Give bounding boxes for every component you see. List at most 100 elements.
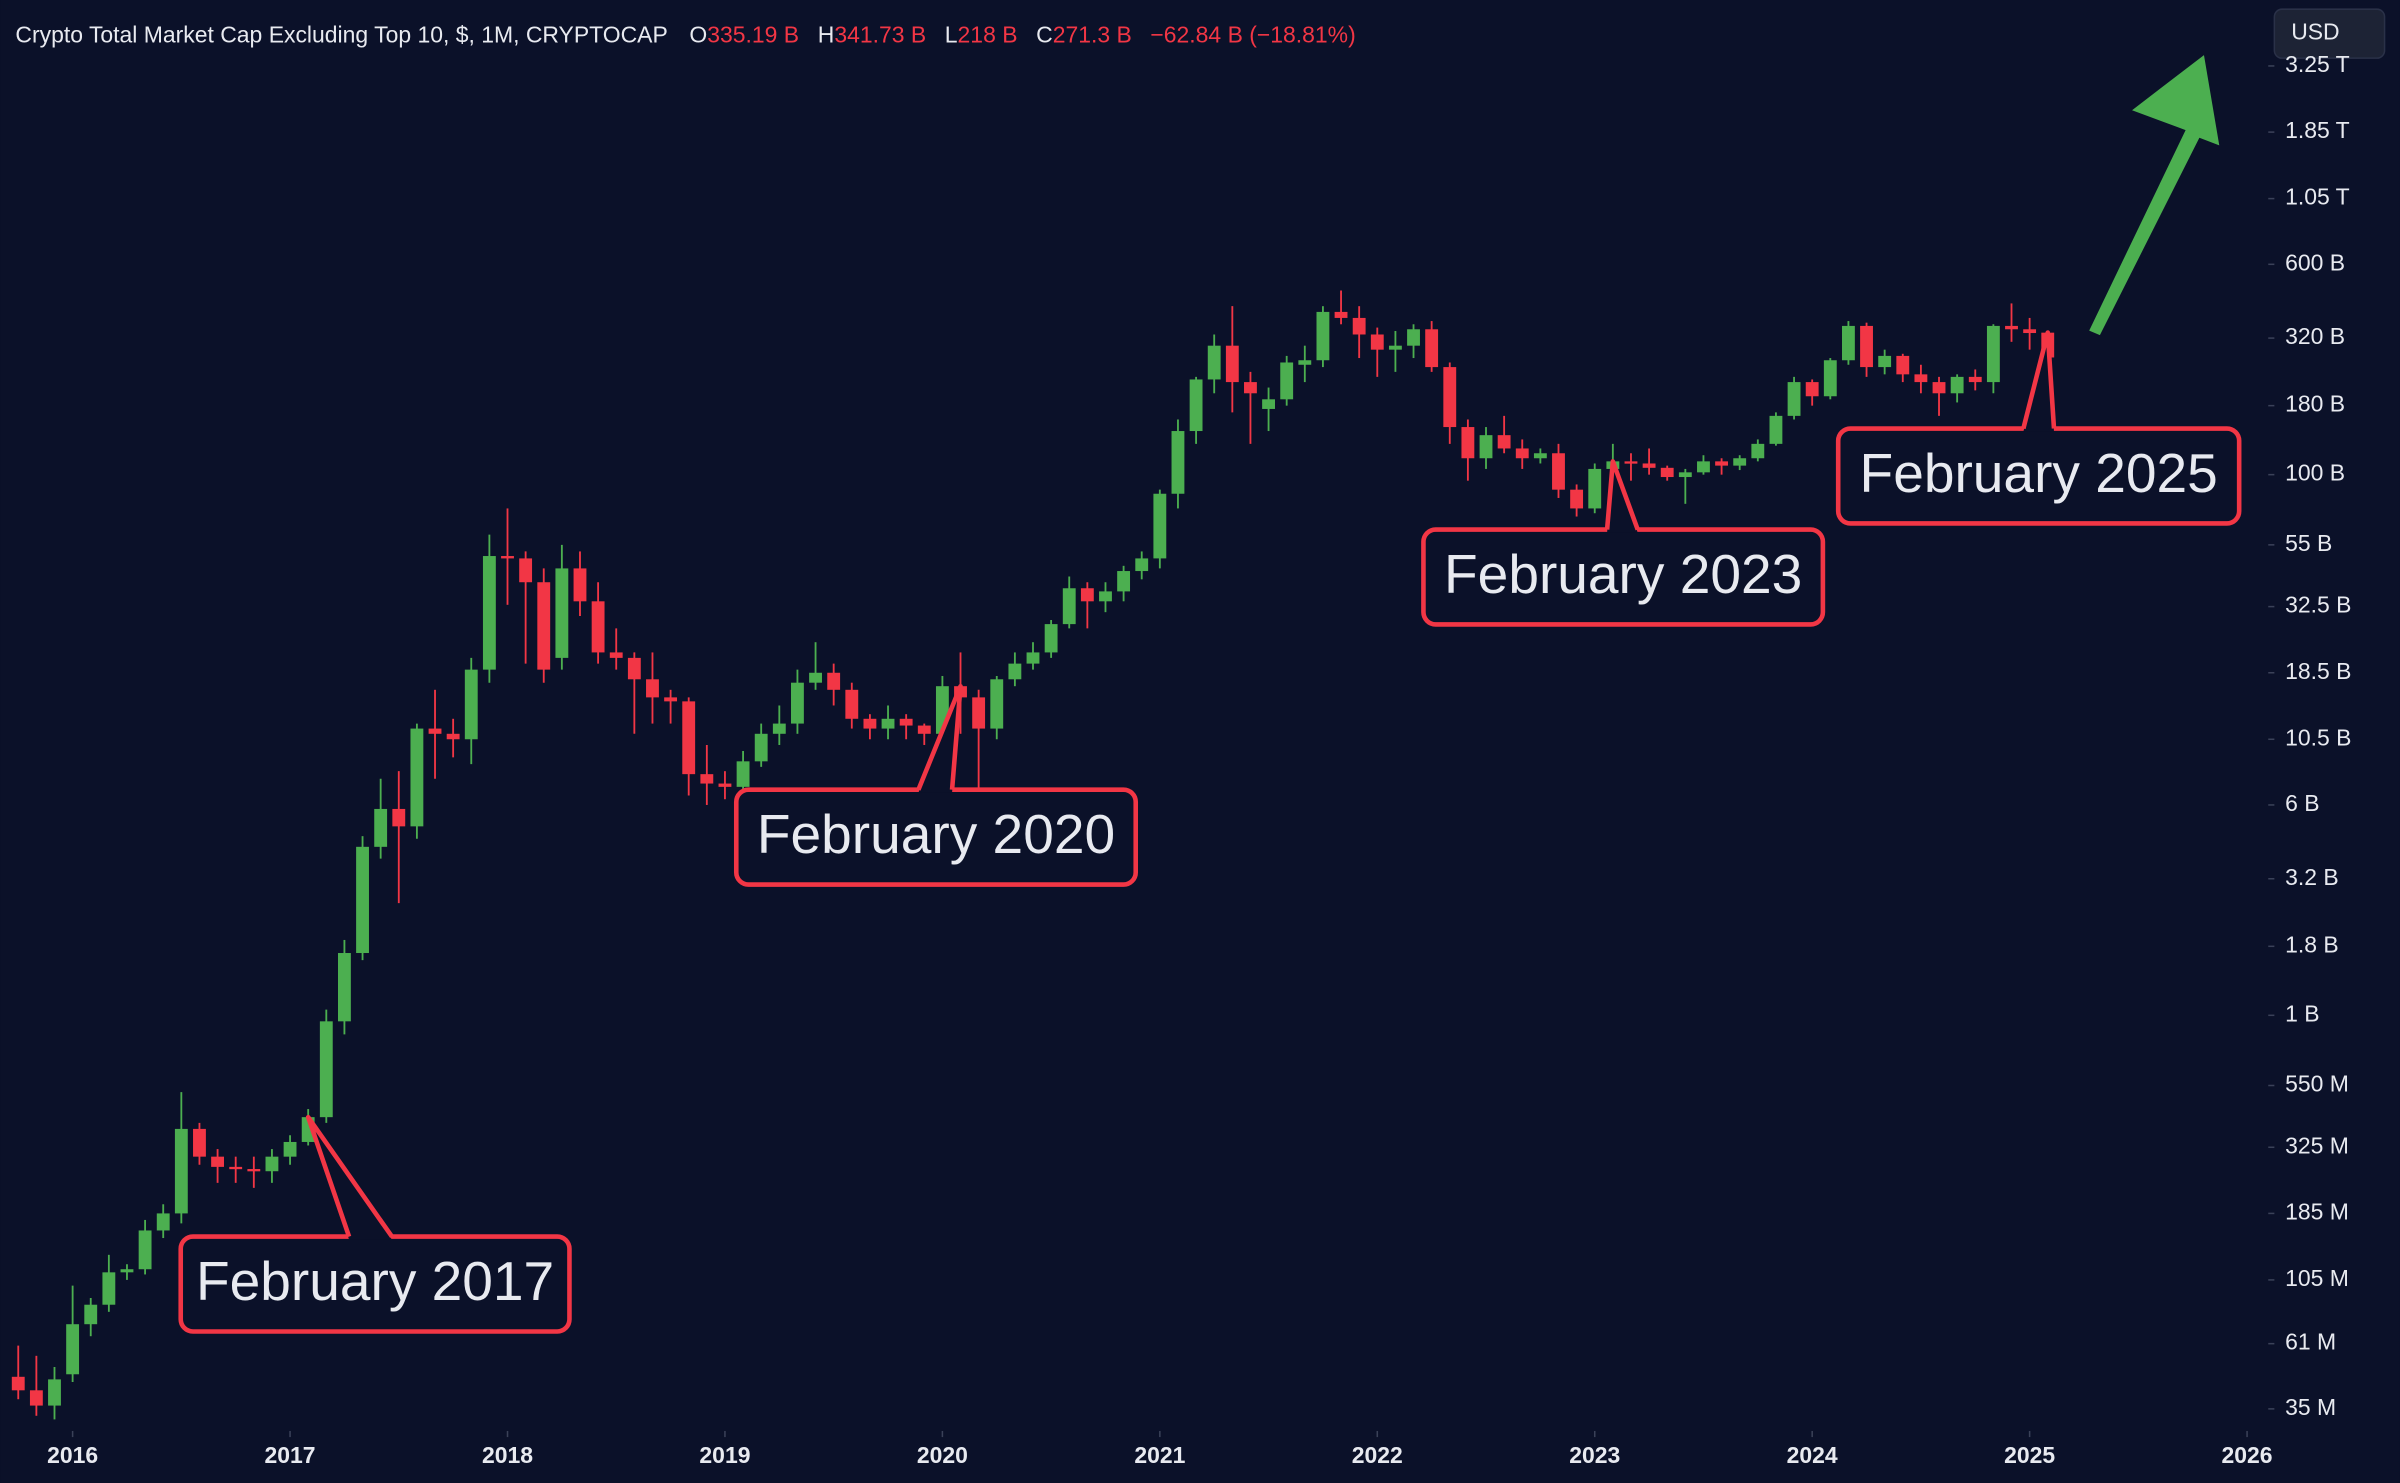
candle-body xyxy=(1533,453,1547,459)
candle-body xyxy=(1008,663,1022,680)
ohlc-letter: C xyxy=(1036,22,1053,48)
candle-body xyxy=(1316,311,1330,361)
x-tick-label: 2023 xyxy=(1569,1442,1620,1468)
candle-body xyxy=(1262,399,1275,409)
candle-body xyxy=(1896,355,1910,375)
candle-body xyxy=(1823,360,1837,397)
candle-body xyxy=(718,783,732,787)
candle-body xyxy=(1860,325,1873,368)
x-tick-label: 2022 xyxy=(1352,1442,1403,1468)
candle-body xyxy=(1751,443,1765,459)
candle-body xyxy=(1787,382,1801,416)
candle-body xyxy=(573,568,587,602)
candle-body xyxy=(66,1324,80,1375)
annotation-label: February 2023 xyxy=(1444,543,1802,605)
y-tick-label: 1.05 T xyxy=(2285,184,2350,210)
annotation-label: February 2017 xyxy=(196,1250,554,1312)
candle-body xyxy=(736,761,750,787)
candle-body xyxy=(881,718,895,729)
candle-body xyxy=(283,1141,297,1157)
y-tick-label: 320 B xyxy=(2285,323,2345,349)
y-tick-label: 185 M xyxy=(2285,1198,2349,1224)
candle-body xyxy=(1153,493,1167,559)
ohlc-value: 335.19 B xyxy=(707,22,799,48)
candle-body xyxy=(1986,325,2000,383)
candle-body xyxy=(247,1169,261,1172)
annotation: February 2017 xyxy=(178,1114,572,1334)
candle-body xyxy=(682,701,696,775)
candle-body xyxy=(193,1128,206,1157)
y-tick-label: 1.85 T xyxy=(2285,117,2350,143)
candle-body xyxy=(1733,458,1747,466)
currency-button[interactable] xyxy=(2273,8,2386,59)
candle-body xyxy=(1588,468,1602,509)
y-tick-label: 100 B xyxy=(2285,460,2345,486)
y-tick-label: 105 M xyxy=(2285,1265,2349,1291)
ohlc-value: 271.3 B xyxy=(1053,22,1132,48)
candle-body xyxy=(555,568,569,658)
candle-body xyxy=(1552,453,1565,490)
candle-body xyxy=(102,1272,116,1305)
candle-body xyxy=(229,1166,243,1170)
y-tick-label: 3.2 B xyxy=(2285,864,2339,890)
candle-body xyxy=(29,1390,43,1406)
candle-body xyxy=(1570,489,1584,509)
currency-label: USD xyxy=(2291,19,2339,45)
candle-body xyxy=(1950,376,1964,394)
candle-body xyxy=(1497,435,1511,449)
candle-body xyxy=(156,1213,170,1231)
candle-body xyxy=(591,601,605,653)
candle-body xyxy=(1715,461,1729,466)
candle-body xyxy=(1099,591,1112,602)
y-tick-label: 55 B xyxy=(2285,530,2332,556)
candle-body xyxy=(2023,329,2037,334)
candle-body xyxy=(1171,431,1185,494)
candle-body xyxy=(972,697,986,729)
candle-body xyxy=(845,689,859,719)
candle-body xyxy=(1461,427,1475,459)
candle-body xyxy=(537,582,551,670)
candle-body xyxy=(1388,345,1402,350)
candle-body xyxy=(1841,325,1855,361)
y-tick-label: 600 B xyxy=(2285,249,2345,275)
trend-arrow xyxy=(2089,55,2220,336)
candle-body xyxy=(1135,558,1149,572)
candle-body xyxy=(1080,588,1094,602)
candle-body xyxy=(1914,374,1928,383)
candle-body xyxy=(11,1376,25,1391)
candle-body xyxy=(791,682,804,724)
candle-body xyxy=(374,808,388,847)
y-tick-label: 61 M xyxy=(2285,1329,2336,1355)
candle-body xyxy=(863,718,877,729)
annotation-label: February 2025 xyxy=(1860,442,2218,504)
x-tick-label: 2026 xyxy=(2222,1442,2273,1468)
candle-body xyxy=(1117,571,1131,592)
y-tick-label: 3.25 T xyxy=(2285,51,2350,77)
candle-body xyxy=(1968,376,1982,383)
candle-body xyxy=(627,657,641,680)
candle-body xyxy=(337,953,351,1022)
candle-body xyxy=(319,1021,333,1118)
candle-body xyxy=(1062,588,1076,625)
candle-body xyxy=(464,669,478,740)
candle-body xyxy=(1515,448,1529,459)
candle-body xyxy=(84,1304,98,1325)
candle-body xyxy=(1280,362,1294,400)
candle-body xyxy=(1660,467,1674,478)
y-tick-label: 6 B xyxy=(2285,790,2319,816)
ohlc-value: 341.73 B xyxy=(834,22,926,48)
x-tick-label: 2021 xyxy=(1134,1442,1185,1468)
y-tick-label: 35 M xyxy=(2285,1394,2336,1420)
candle-body xyxy=(1697,461,1710,473)
x-tick-label: 2020 xyxy=(917,1442,968,1468)
x-tick-label: 2016 xyxy=(47,1442,98,1468)
candle-body xyxy=(646,679,659,698)
candle-body xyxy=(1334,311,1348,318)
candle-body xyxy=(609,652,623,658)
candle-body xyxy=(1407,329,1420,346)
candle-body xyxy=(1443,367,1457,428)
y-tick-label: 550 M xyxy=(2285,1071,2349,1097)
candle-body xyxy=(1225,345,1239,383)
candle-body xyxy=(1479,435,1493,459)
candle-body xyxy=(809,672,822,683)
